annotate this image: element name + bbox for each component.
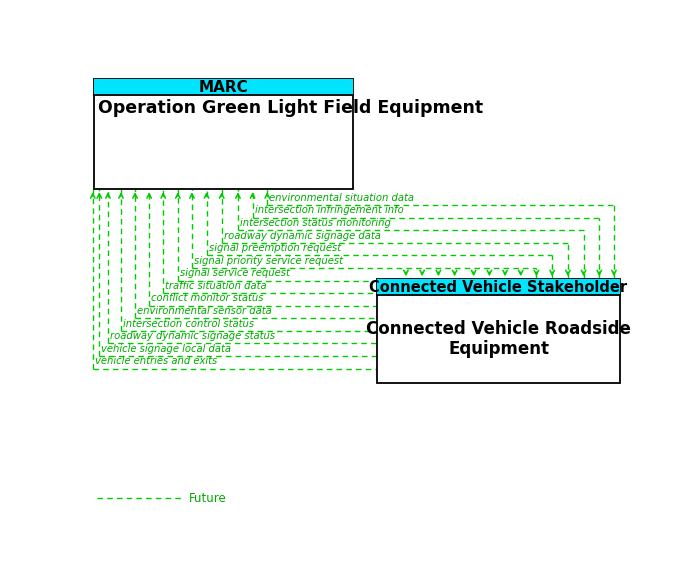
Text: intersection infringement info: intersection infringement info [254, 206, 403, 215]
Text: environmental sensor data: environmental sensor data [137, 306, 272, 316]
Text: environmental situation data: environmental situation data [269, 193, 415, 203]
Text: Operation Green Light Field Equipment: Operation Green Light Field Equipment [98, 99, 483, 117]
Text: intersection status monitoring: intersection status monitoring [240, 218, 391, 228]
Text: signal preemption request: signal preemption request [209, 243, 341, 253]
Text: vehicle entries and exits: vehicle entries and exits [95, 356, 217, 366]
Text: signal service request: signal service request [180, 268, 290, 279]
Bar [94, 79, 353, 95]
Text: intersection control status: intersection control status [123, 319, 254, 329]
Text: conflict monitor status: conflict monitor status [151, 294, 264, 304]
Bar [377, 279, 620, 296]
Bar [377, 279, 620, 383]
Bar [94, 79, 353, 189]
Text: roadway dynamic signage status: roadway dynamic signage status [110, 331, 275, 341]
Text: traffic situation data: traffic situation data [166, 281, 267, 291]
Text: roadway dynamic signage data: roadway dynamic signage data [224, 231, 381, 241]
Text: vehicle signage local data: vehicle signage local data [101, 344, 231, 354]
Text: MARC: MARC [199, 79, 248, 95]
Text: signal priority service request: signal priority service request [194, 256, 343, 266]
Text: Future: Future [189, 492, 227, 505]
Text: Connected Vehicle Stakeholder: Connected Vehicle Stakeholder [370, 280, 628, 295]
Text: Connected Vehicle Roadside
Equipment: Connected Vehicle Roadside Equipment [366, 319, 631, 359]
